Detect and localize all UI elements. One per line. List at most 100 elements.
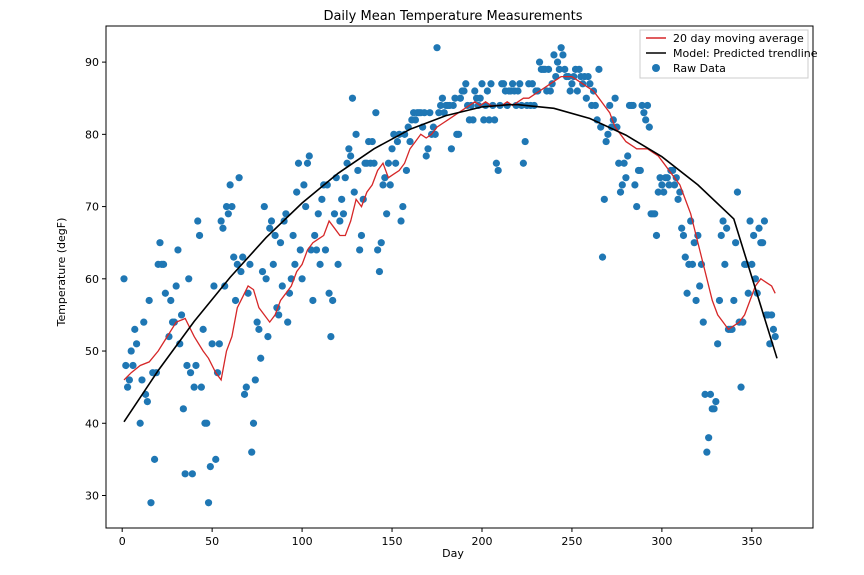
data-point <box>354 166 362 175</box>
data-point <box>688 260 697 268</box>
data-point <box>710 405 718 413</box>
data-point <box>348 94 357 102</box>
y-tick-label: 60 <box>85 273 99 286</box>
data-point <box>147 499 155 507</box>
data-point <box>616 188 625 196</box>
data-point <box>597 123 605 131</box>
data-point <box>492 159 500 167</box>
y-tick-label: 80 <box>85 128 99 141</box>
data-point <box>674 195 682 203</box>
data-point <box>768 311 776 319</box>
data-point <box>251 376 259 384</box>
data-point <box>705 434 713 442</box>
data-point <box>555 65 563 73</box>
data-point <box>298 275 306 283</box>
data-point <box>714 340 722 348</box>
data-point <box>276 239 285 247</box>
legend-label-raw-data: Raw Data <box>673 62 726 75</box>
data-point <box>296 246 304 254</box>
x-tick-label: 200 <box>471 535 492 548</box>
data-point <box>248 448 256 456</box>
data-point <box>469 116 477 124</box>
data-point <box>186 369 195 377</box>
data-point <box>341 174 349 182</box>
data-point <box>480 116 488 124</box>
data-point <box>244 289 252 297</box>
data-point <box>334 260 342 268</box>
legend-swatch-raw-data <box>652 64 660 72</box>
data-point <box>357 231 366 240</box>
data-point <box>397 217 405 225</box>
data-point <box>411 116 420 124</box>
data-point <box>586 80 594 88</box>
data-point <box>690 239 698 247</box>
data-point <box>237 267 245 276</box>
moving-average-line <box>123 75 776 382</box>
data-point <box>285 289 294 297</box>
data-point <box>402 166 411 175</box>
data-point <box>352 130 360 138</box>
data-point <box>658 181 666 189</box>
data-point <box>760 217 769 225</box>
data-point <box>723 224 731 232</box>
data-point <box>249 419 258 427</box>
data-point <box>338 195 346 203</box>
data-point <box>159 260 168 268</box>
data-point <box>303 159 312 167</box>
data-point <box>217 217 225 225</box>
data-point <box>129 361 137 370</box>
data-point <box>692 296 700 305</box>
data-point <box>750 231 758 240</box>
data-point <box>508 80 517 88</box>
chart-title: Daily Mean Temperature Measurements <box>323 9 582 24</box>
data-point <box>212 455 220 463</box>
data-point <box>733 188 742 196</box>
data-point <box>156 239 164 247</box>
data-point <box>462 80 470 88</box>
data-point <box>487 80 495 88</box>
data-point <box>278 282 286 290</box>
data-point <box>746 217 754 225</box>
data-point <box>372 109 380 117</box>
data-point <box>582 94 590 102</box>
data-point <box>300 181 308 189</box>
data-point <box>136 419 144 427</box>
data-point <box>433 44 441 52</box>
plot-area <box>105 25 814 529</box>
data-point <box>190 383 198 391</box>
data-point <box>399 202 407 211</box>
data-point <box>392 159 400 167</box>
data-point <box>215 340 223 348</box>
data-point <box>132 340 141 348</box>
data-point <box>748 260 756 268</box>
data-point <box>269 260 277 268</box>
legend: 20 day moving average Model: Predicted t… <box>639 29 818 79</box>
data-point <box>730 296 738 305</box>
data-point <box>253 318 261 326</box>
data-point <box>645 123 653 131</box>
data-point <box>293 188 301 196</box>
legend-label-moving-average: 20 day moving average <box>673 32 804 45</box>
data-point <box>557 44 565 52</box>
legend-box <box>639 29 809 79</box>
data-point <box>181 470 189 478</box>
data-point <box>219 224 227 232</box>
data-point <box>170 318 178 326</box>
data-point <box>437 101 445 110</box>
data-point <box>721 260 729 268</box>
data-point <box>681 253 689 261</box>
data-point <box>131 325 139 333</box>
data-point <box>312 246 321 254</box>
data-point <box>375 267 384 276</box>
data-point <box>420 109 429 117</box>
data-point <box>422 152 430 160</box>
data-point <box>172 282 180 290</box>
data-point <box>654 188 662 196</box>
data-point <box>620 159 628 167</box>
data-point <box>544 65 553 73</box>
data-point <box>143 397 151 406</box>
data-point <box>737 383 745 391</box>
data-point <box>291 260 299 268</box>
data-point <box>325 289 333 297</box>
